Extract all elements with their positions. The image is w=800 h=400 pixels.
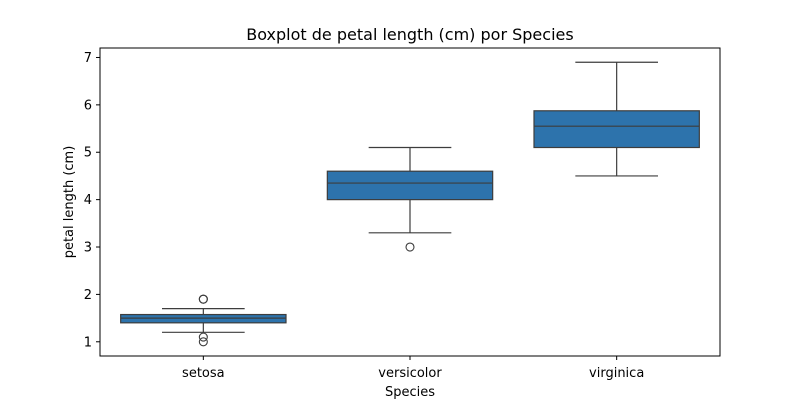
y-tick-label: 1 <box>84 335 92 350</box>
box-versicolor <box>326 146 494 252</box>
plot-area <box>120 61 700 347</box>
x-axis-label: Species <box>385 385 435 400</box>
iqr-box <box>326 170 494 201</box>
box-virginica <box>533 61 700 177</box>
outlier-point <box>405 242 415 252</box>
box-setosa <box>120 294 287 347</box>
iqr-box <box>533 110 700 149</box>
outlier-point <box>198 332 208 342</box>
outlier-point <box>198 337 208 347</box>
y-tick-label: 3 <box>84 241 92 256</box>
y-axis: 1 2 3 4 5 6 7 <box>84 51 100 350</box>
outlier-point <box>198 294 208 304</box>
x-tick-label: versicolor <box>378 366 442 381</box>
chart-title: Boxplot de petal length (cm) por Species <box>246 25 573 44</box>
y-tick-label: 6 <box>84 98 92 113</box>
y-tick-label: 2 <box>84 288 92 303</box>
y-tick-label: 7 <box>84 51 92 66</box>
x-tick-label: setosa <box>182 366 225 381</box>
x-tick-label: virginica <box>589 366 644 381</box>
y-tick-label: 5 <box>84 146 92 161</box>
y-axis-label: petal length (cm) <box>62 146 77 259</box>
x-axis: setosa versicolor virginica <box>182 356 644 381</box>
y-tick-label: 4 <box>84 193 92 208</box>
